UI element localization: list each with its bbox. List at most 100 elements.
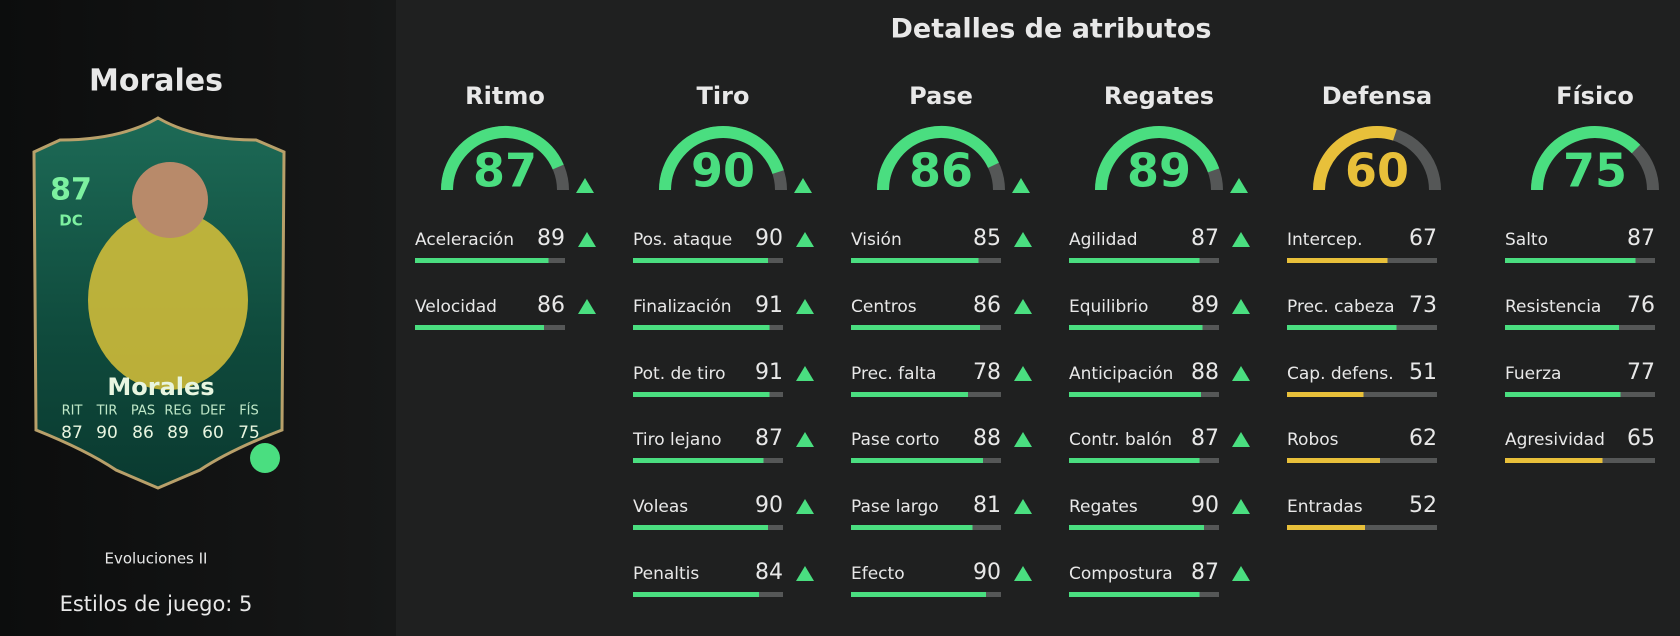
attribute-bar xyxy=(851,525,973,530)
attribute-label: Finalización xyxy=(633,297,732,317)
card-position: DC xyxy=(59,212,82,230)
attribute-label: Entradas xyxy=(1287,497,1363,517)
group-rating: 90 xyxy=(691,144,755,198)
attribute-bar xyxy=(633,458,764,463)
card-stat-label: RIT xyxy=(62,404,83,419)
attribute-bar xyxy=(1069,325,1203,330)
group-rating: 87 xyxy=(473,144,537,198)
attribute-value: 91 xyxy=(755,293,783,318)
attribute-bar xyxy=(1287,258,1388,263)
attribute-bar xyxy=(1069,392,1201,397)
attribute-bar xyxy=(1287,325,1397,330)
attribute-bar xyxy=(633,392,770,397)
group-rating: 75 xyxy=(1563,144,1627,198)
attribute-value: 86 xyxy=(537,293,565,318)
attribute-value: 89 xyxy=(537,226,565,251)
attribute-value: 62 xyxy=(1409,426,1437,451)
group-rating: 60 xyxy=(1345,144,1409,198)
card-version: Evoluciones II xyxy=(105,550,208,568)
attribute-bar xyxy=(1505,258,1636,263)
upgrade-arrow xyxy=(1232,499,1250,514)
upgrade-arrow xyxy=(1230,178,1248,193)
group-name: Defensa xyxy=(1322,82,1432,110)
card-stat-value: 89 xyxy=(167,423,189,443)
upgrade-arrow xyxy=(794,178,812,193)
attribute-label: Tiro lejano xyxy=(632,430,722,450)
attribute-bar xyxy=(851,592,986,597)
attribute-bar xyxy=(1287,525,1365,530)
attribute-label: Pase corto xyxy=(851,430,939,450)
attribute-value: 90 xyxy=(1191,493,1219,518)
attribute-bar xyxy=(851,325,980,330)
card-stat-value: 75 xyxy=(238,423,260,443)
attribute-value: 77 xyxy=(1627,360,1655,385)
upgrade-arrow xyxy=(1014,299,1032,314)
attribute-label: Visión xyxy=(851,230,902,250)
attribute-value: 88 xyxy=(1191,360,1219,385)
gauge-fill xyxy=(441,126,564,191)
attribute-label: Pos. ataque xyxy=(633,230,732,250)
upgrade-arrow xyxy=(578,232,596,247)
attributes-title: Detalles de atributos xyxy=(891,14,1212,45)
attribute-label: Centros xyxy=(851,297,917,317)
attribute-bar xyxy=(1505,325,1619,330)
card-stat-value: 87 xyxy=(61,423,83,443)
gauge-fill xyxy=(1095,126,1220,191)
group-name: Físico xyxy=(1556,82,1634,110)
attribute-bar xyxy=(1505,392,1621,397)
gauge-fill xyxy=(1531,126,1641,191)
attribute-value: 87 xyxy=(1191,426,1219,451)
upgrade-arrow xyxy=(1014,232,1032,247)
upgrade-arrow xyxy=(1014,499,1032,514)
upgrade-arrow xyxy=(796,499,814,514)
attribute-label: Compostura xyxy=(1069,564,1173,584)
group-name: Pase xyxy=(909,82,973,110)
attribute-value: 87 xyxy=(755,426,783,451)
upgrade-arrow xyxy=(1232,299,1250,314)
upgrade-arrow xyxy=(1014,566,1032,581)
group-name: Regates xyxy=(1104,82,1214,110)
attribute-value: 87 xyxy=(1627,226,1655,251)
player-shirt xyxy=(88,210,248,390)
attribute-bar xyxy=(1069,592,1200,597)
attribute-label: Contr. balón xyxy=(1069,430,1172,450)
evolution-badge xyxy=(250,443,280,473)
attribute-value: 86 xyxy=(973,293,1001,318)
attribute-value: 51 xyxy=(1409,360,1437,385)
upgrade-arrow xyxy=(1232,432,1250,447)
attribute-value: 84 xyxy=(755,560,783,585)
card-stat-label: PAS xyxy=(131,404,155,419)
attribute-label: Regates xyxy=(1069,497,1138,517)
attribute-label: Robos xyxy=(1287,430,1339,450)
attribute-label: Cap. defens. xyxy=(1287,364,1394,384)
group-name: Tiro xyxy=(697,82,750,110)
gauge-fill xyxy=(659,126,784,191)
attribute-label: Prec. cabeza xyxy=(1287,297,1395,317)
attribute-label: Aceleración xyxy=(415,230,514,250)
attribute-bar xyxy=(415,258,549,263)
attribute-value: 73 xyxy=(1409,293,1437,318)
card-stat-label: TIR xyxy=(96,404,118,419)
card-stat-label: REG xyxy=(164,404,191,419)
upgrade-arrow xyxy=(796,432,814,447)
upgrade-arrow xyxy=(796,232,814,247)
attribute-label: Penaltis xyxy=(633,564,699,584)
attribute-label: Fuerza xyxy=(1505,364,1561,384)
attribute-value: 87 xyxy=(1191,226,1219,251)
upgrade-arrow xyxy=(1014,432,1032,447)
right-panel xyxy=(396,0,1680,636)
attribute-label: Intercep. xyxy=(1287,230,1363,250)
card-name: Morales xyxy=(107,373,214,401)
upgrade-arrow xyxy=(1012,178,1030,193)
upgrade-arrow xyxy=(796,299,814,314)
attribute-bar xyxy=(1069,525,1204,530)
card-stat-value: 60 xyxy=(202,423,224,443)
player-head xyxy=(132,162,208,238)
attribute-bar xyxy=(633,325,770,330)
attribute-bar xyxy=(633,258,768,263)
gauge-fill xyxy=(877,126,999,191)
upgrade-arrow xyxy=(1232,566,1250,581)
card-stat-label: DEF xyxy=(200,404,226,419)
attribute-label: Efecto xyxy=(851,564,905,584)
attribute-bar xyxy=(851,258,979,263)
